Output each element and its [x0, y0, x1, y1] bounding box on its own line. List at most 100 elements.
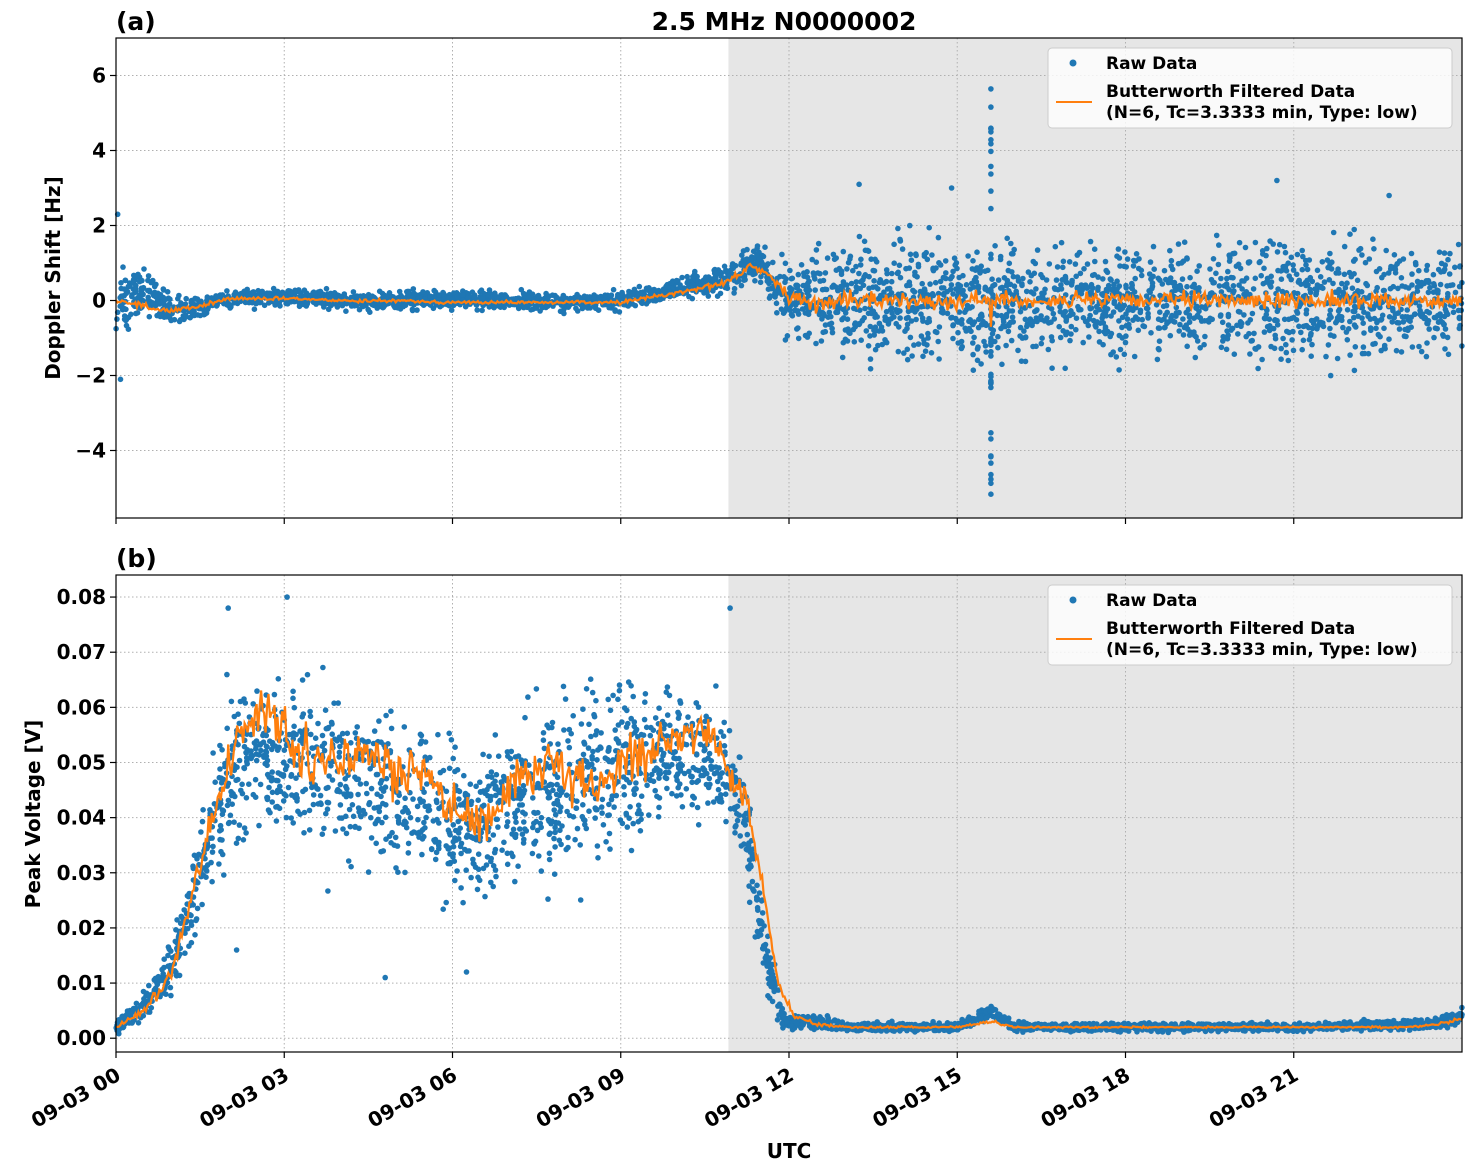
raw-data-point — [1196, 285, 1202, 291]
raw-data-point — [1352, 256, 1358, 263]
raw-data-point — [895, 348, 902, 355]
raw-data-point — [955, 329, 961, 336]
raw-data-point — [619, 289, 625, 296]
raw-data-point — [942, 258, 949, 264]
raw-data-point — [990, 327, 997, 334]
raw-data-point — [1303, 310, 1310, 317]
raw-data-point — [1122, 249, 1128, 255]
raw-data-point — [876, 320, 883, 327]
raw-data-point — [1191, 329, 1197, 335]
raw-data-point — [446, 765, 453, 772]
raw-data-point — [861, 274, 867, 280]
raw-data-point — [754, 882, 760, 889]
raw-data-point — [261, 302, 268, 309]
panel-a-legend-filtered-params: (N=6, Tc=3.3333 min, Type: low) — [1106, 103, 1418, 123]
panel-a-label: (a) — [116, 7, 156, 36]
raw-data-point — [1445, 351, 1452, 358]
raw-data-point — [117, 376, 124, 383]
raw-data-point — [925, 335, 931, 341]
raw-data-point — [1119, 324, 1125, 331]
raw-data-point — [998, 312, 1005, 319]
raw-data-point — [440, 767, 447, 774]
raw-data-point — [709, 276, 715, 282]
raw-data-point — [760, 262, 766, 268]
raw-data-point — [1032, 308, 1038, 315]
raw-data-point — [1022, 316, 1029, 323]
raw-data-point — [717, 290, 724, 297]
raw-data-point — [980, 318, 986, 325]
raw-data-point — [1192, 354, 1199, 361]
raw-data-point — [888, 278, 895, 285]
raw-data-point — [963, 282, 970, 288]
raw-data-point — [787, 267, 793, 274]
raw-data-point — [1328, 266, 1335, 272]
raw-data-point — [529, 850, 536, 857]
raw-data-point — [970, 367, 977, 374]
raw-data-point — [970, 284, 977, 290]
raw-data-point — [628, 847, 635, 854]
raw-data-point — [1225, 322, 1232, 328]
raw-data-point — [1168, 257, 1175, 264]
raw-data-point — [809, 256, 815, 263]
raw-data-point — [715, 786, 722, 793]
raw-data-point — [1283, 341, 1289, 348]
raw-data-point — [1072, 261, 1079, 267]
raw-data-point — [133, 274, 140, 280]
raw-data-point — [919, 280, 925, 287]
raw-data-point — [1033, 286, 1039, 292]
raw-data-point — [992, 243, 998, 249]
raw-data-point — [1169, 279, 1175, 286]
raw-data-point — [580, 751, 587, 758]
raw-data-point — [138, 288, 145, 295]
raw-data-point — [580, 706, 586, 712]
raw-data-point — [1163, 276, 1169, 283]
raw-data-point — [1086, 334, 1092, 340]
raw-data-point — [955, 340, 961, 346]
raw-data-point — [864, 247, 871, 254]
raw-data-point — [543, 290, 549, 297]
raw-data-point — [1161, 324, 1168, 331]
raw-data-point — [795, 271, 802, 278]
raw-data-point — [1162, 312, 1169, 318]
raw-data-point — [1312, 286, 1318, 292]
panel-a-legend-filtered-label: Butterworth Filtered Data — [1106, 82, 1355, 102]
raw-data-point — [1372, 340, 1378, 347]
raw-data-point — [935, 234, 942, 241]
raw-data-point — [306, 807, 313, 814]
raw-data-point — [266, 290, 272, 297]
raw-data-point — [837, 283, 844, 290]
raw-data-point — [1010, 273, 1017, 280]
raw-data-point — [784, 333, 791, 339]
raw-data-point — [669, 790, 675, 797]
raw-data-point — [988, 335, 994, 342]
raw-data-point — [1038, 313, 1044, 319]
raw-data-point — [1290, 328, 1296, 335]
raw-data-point — [1060, 264, 1066, 271]
raw-data-point — [554, 294, 560, 301]
raw-data-point — [1010, 251, 1016, 257]
raw-data-point — [1327, 325, 1333, 332]
raw-data-point — [1032, 260, 1039, 267]
raw-data-point — [122, 277, 129, 284]
raw-data-point — [1416, 343, 1422, 350]
raw-data-point — [856, 181, 862, 188]
raw-data-point — [331, 294, 338, 300]
raw-data-point — [480, 751, 486, 758]
raw-data-point — [1075, 303, 1081, 310]
panel-a-legend: Raw Data Butterworth Filtered Data (N=6,… — [1047, 47, 1453, 129]
raw-data-point — [1446, 271, 1453, 277]
raw-data-point — [1225, 268, 1231, 275]
raw-data-point — [950, 322, 957, 328]
raw-data-point — [1147, 259, 1154, 265]
raw-data-point — [1235, 331, 1241, 337]
raw-data-point — [440, 906, 447, 912]
raw-data-point — [574, 825, 581, 832]
raw-data-point — [454, 293, 460, 300]
raw-data-point — [1216, 283, 1223, 289]
raw-data-point — [1180, 332, 1187, 338]
raw-data-point — [1153, 302, 1160, 308]
raw-data-point — [1298, 329, 1304, 336]
raw-data-point — [1207, 315, 1213, 322]
y-tick-label: −2 — [75, 364, 106, 388]
raw-data-point — [559, 295, 566, 301]
